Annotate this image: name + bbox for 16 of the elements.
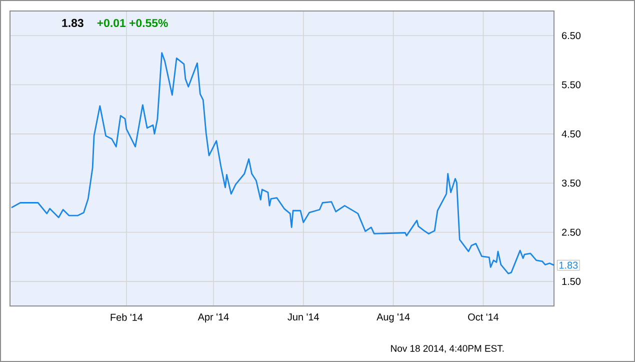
text: Nov 18 2014, 4:40PM EST.: [391, 345, 504, 353]
y-tick-label: 6.50: [562, 32, 581, 40]
x-tick-label: Apr '14: [198, 314, 229, 322]
y-tick-label: 1.50: [562, 278, 581, 285]
y-tick-label: 2.50: [562, 228, 581, 236]
x-tick-label: Feb '14: [110, 314, 143, 321]
y-tick-label: 3.50: [562, 180, 581, 187]
text: 1.83: [62, 18, 84, 28]
line-series: [10, 52, 555, 274]
y-tick-label: 4.50: [562, 130, 581, 138]
x-tick-label: Oct '14: [468, 314, 499, 321]
text: +0.01 +0.55%: [97, 18, 168, 28]
x-tick-label: Jun '14: [288, 314, 319, 320]
y-tick-label: 5.50: [562, 81, 581, 88]
x-tick-label: Aug '14: [376, 314, 410, 322]
annotation: 1.83: [559, 262, 578, 269]
